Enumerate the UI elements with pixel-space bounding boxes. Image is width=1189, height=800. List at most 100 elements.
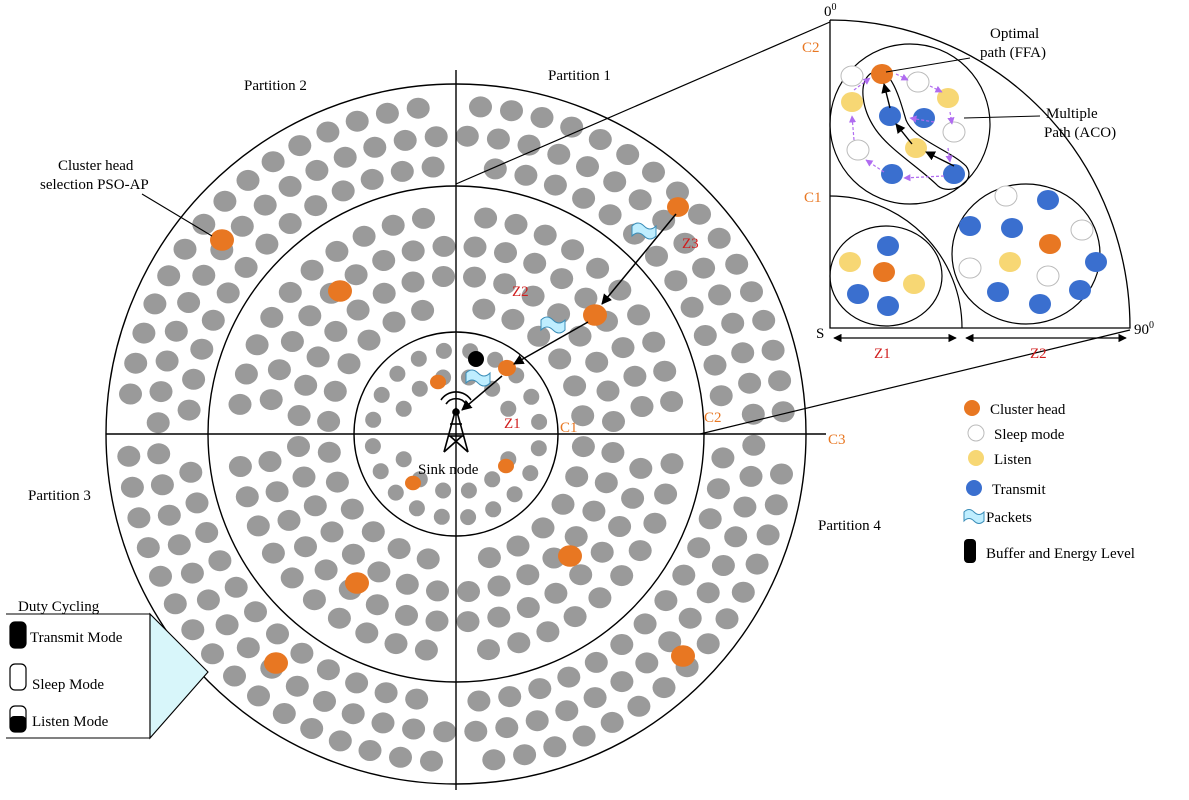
sensor-node <box>405 688 429 710</box>
sensor-node <box>292 466 316 488</box>
sensor-node <box>698 508 722 530</box>
sensor-node <box>265 481 289 503</box>
sensor-node <box>435 482 452 499</box>
sensor-node <box>408 500 425 517</box>
sensor-node <box>287 436 310 457</box>
sensor-node <box>371 712 395 734</box>
sleep-mode-label: Sleep Mode <box>32 677 104 693</box>
sensor-node <box>331 180 355 202</box>
sensor-node <box>652 677 676 699</box>
listen-node <box>937 88 959 108</box>
sensor-node <box>724 526 748 548</box>
inset-c1-label: C1 <box>804 190 822 206</box>
cluster-head-node <box>345 572 369 594</box>
sleep-node <box>846 139 870 161</box>
multiple-path-arrow <box>945 147 953 163</box>
transmit-icon <box>966 480 982 496</box>
sensor-node <box>192 213 216 235</box>
sensor-node <box>167 534 191 556</box>
sensor-node <box>530 440 547 457</box>
sensor-node <box>361 521 385 543</box>
inset-c2-label: C2 <box>802 40 820 56</box>
sensor-node <box>590 541 614 563</box>
sensor-node <box>555 700 579 722</box>
sensor-node <box>416 548 440 570</box>
sensor-node <box>355 622 379 644</box>
sensor-node <box>341 703 365 725</box>
multiple-path-arrow <box>853 77 871 91</box>
sensor-node <box>313 690 336 712</box>
sensor-node <box>414 639 438 661</box>
sensor-node <box>341 543 365 565</box>
cluster-head-node <box>583 304 607 326</box>
sensor-node <box>373 386 390 403</box>
sensor-node <box>709 385 733 407</box>
optimal-path-outline <box>862 70 970 190</box>
sensor-node <box>181 619 205 641</box>
sensor-node <box>190 338 214 360</box>
sensor-node <box>278 175 302 197</box>
sensor-node <box>483 158 507 180</box>
sensor-node <box>228 456 252 477</box>
sensor-node <box>277 509 301 531</box>
sensor-node <box>345 672 369 694</box>
sensor-node <box>435 342 452 359</box>
listen-icon <box>968 450 984 466</box>
sensor-node <box>247 685 270 707</box>
cluster-head-node <box>210 229 234 251</box>
partition-4-label: Partition 4 <box>818 518 881 534</box>
sensor-node <box>469 96 492 118</box>
sensor-node <box>119 383 142 405</box>
legend-cluster-head: Cluster head <box>990 402 1066 418</box>
sensor-node <box>564 526 588 548</box>
zoom-line-top <box>455 21 831 185</box>
sensor-node <box>460 509 477 526</box>
cluster-head-node <box>430 374 446 390</box>
sensor-node <box>761 339 785 361</box>
sensor-node <box>177 292 201 313</box>
z1-label: Z1 <box>504 416 521 432</box>
sensor-node <box>245 334 269 356</box>
sensor-node <box>527 325 551 347</box>
sensor-node <box>294 374 318 396</box>
cluster-head-node <box>558 545 582 567</box>
transmit-node <box>1037 190 1059 210</box>
sensor-node <box>543 174 567 196</box>
sensor-node <box>633 613 657 635</box>
sleep-node <box>942 121 966 143</box>
transmit-mode-label: Transmit Mode <box>30 630 123 646</box>
sensor-node <box>688 203 711 225</box>
sensor-node <box>740 281 763 303</box>
sensor-node <box>117 445 141 467</box>
inset-arrows <box>848 73 955 182</box>
transmit-node <box>1029 294 1051 314</box>
sensor-node <box>627 695 651 717</box>
sensor-node <box>406 97 430 119</box>
sensor-node <box>201 643 224 665</box>
transmit-node <box>881 164 903 184</box>
sensor-node <box>588 129 612 150</box>
sensor-node <box>521 285 545 307</box>
sensor-node <box>395 451 412 468</box>
sensor-node <box>548 348 572 370</box>
sensor-node <box>506 486 523 503</box>
sensor-node <box>513 744 537 766</box>
sensor-node <box>185 492 209 514</box>
sensor-node <box>467 690 491 712</box>
sensor-node <box>536 621 560 643</box>
sleep-node <box>958 257 982 279</box>
sensor-node <box>516 597 540 618</box>
sensor-node <box>610 671 634 693</box>
sensor-node <box>382 311 406 333</box>
sensor-node <box>531 413 548 430</box>
sensor-node <box>201 309 225 331</box>
sensor-node <box>522 465 539 482</box>
sensor-node <box>487 606 511 628</box>
sensor-node <box>660 453 684 475</box>
sensor-node <box>411 380 428 397</box>
sensor-node <box>528 678 552 700</box>
sensor-node <box>752 309 776 331</box>
sensor-node <box>708 284 732 306</box>
sensor-node <box>300 259 324 281</box>
